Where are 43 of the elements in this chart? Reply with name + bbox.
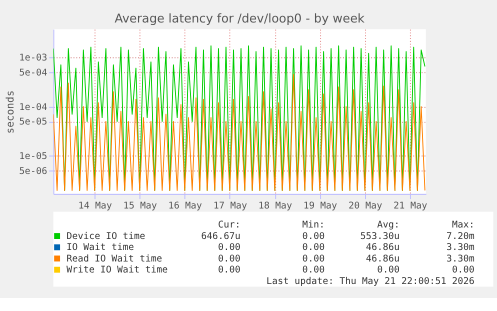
text: 3.30m (446, 253, 475, 264)
text: 3.30m (446, 242, 475, 254)
text: 0.00 (218, 253, 241, 264)
text: Last update: Thu May 21 22:00:51 2026 (266, 276, 475, 287)
chart-title: Average latency for /dev/loop0 - by week (114, 12, 365, 26)
text: 0.00 (218, 242, 241, 254)
y-tick-label: 5e-05 (19, 116, 48, 128)
x-tick-label: 19 May (303, 200, 338, 212)
text: 553.30u (360, 230, 400, 242)
text: Cur: (218, 220, 241, 231)
y-tick-label: 1e-04 (19, 102, 48, 113)
text: Max: (452, 220, 475, 231)
y-tick-label: 1e-05 (19, 151, 48, 162)
text: Min: (302, 220, 325, 231)
y-tick-label: 5e-04 (19, 67, 48, 78)
y-tick-label: 5e-06 (19, 166, 48, 178)
line-series (53, 74, 426, 191)
x-tick-label: 18 May (258, 200, 293, 212)
text: 646.67u (201, 230, 241, 242)
text: 46.86u (366, 253, 400, 264)
text: 0.00 (302, 264, 326, 276)
text: 7.20m (446, 230, 475, 242)
text: 0.00 (377, 264, 400, 276)
y-tick-label: 1e-03 (19, 52, 48, 64)
text: 0.00 (302, 230, 326, 242)
text: 0.00 (218, 264, 241, 276)
legend-label: IO Wait time (66, 242, 134, 254)
x-tick-label: 16 May (168, 200, 202, 212)
legend-label: Read IO Wait time (66, 253, 162, 264)
y-axis-title: seconds (4, 90, 16, 134)
text: 0.00 (302, 253, 326, 264)
legend-label: Write IO Wait time (66, 264, 168, 276)
text: 46.86u (366, 242, 400, 254)
text: 0.00 (452, 264, 475, 276)
x-tick-label: 17 May (213, 200, 248, 212)
x-tick-label: 14 May (78, 200, 112, 212)
x-tick-label: 21 May (394, 200, 428, 212)
x-tick-label: 20 May (348, 200, 383, 212)
line-series (53, 45, 426, 191)
text: 0.00 (302, 242, 326, 254)
text: Avg: (377, 220, 400, 231)
x-tick-label: 15 May (123, 200, 158, 212)
legend-label: Device IO time (66, 230, 146, 242)
